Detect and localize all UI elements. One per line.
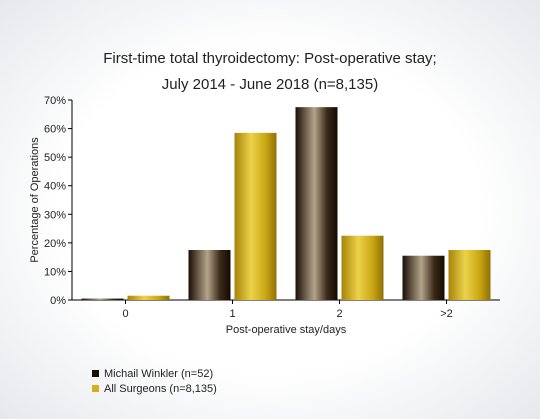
chart-subtitle: July 2014 - June 2018 (n=8,135) (161, 76, 379, 93)
x-tick-label: 0 (122, 308, 128, 320)
y-tick-label: 30% (44, 209, 66, 221)
bar-all-surgeons (341, 235, 384, 300)
y-tick-label: 20% (44, 238, 66, 250)
y-tick-label: 70% (44, 95, 66, 107)
y-tick-label: 0% (50, 295, 66, 307)
legend-item: Michail Winkler (n=52) (92, 366, 217, 381)
bar-surgeon (81, 298, 124, 300)
x-axis-title: Post-operative stay/days (226, 324, 347, 336)
y-tick-label: 60% (44, 124, 66, 136)
chart-title: First-time total thyroidectomy: Post-ope… (103, 50, 437, 67)
legend-item: All Surgeons (n=8,135) (92, 381, 217, 396)
bar-all-surgeons (127, 295, 170, 300)
x-tick-label: 2 (336, 308, 342, 320)
chart-legend: Michail Winkler (n=52) All Surgeons (n=8… (92, 366, 217, 396)
y-axis-title: Percentage of Operations (29, 137, 41, 263)
bar-surgeon (188, 250, 231, 300)
legend-label: All Surgeons (n=8,135) (104, 382, 217, 395)
x-tick-label: 1 (229, 308, 235, 320)
bar-all-surgeons (234, 132, 277, 300)
bar-surgeon (295, 107, 338, 301)
legend-swatch (92, 385, 99, 392)
legend-swatch (92, 370, 99, 377)
bar-surgeon (402, 255, 445, 300)
bar-all-surgeons (448, 250, 491, 300)
x-tick-label: >2 (440, 308, 453, 320)
y-tick-label: 10% (44, 266, 66, 278)
y-tick-label: 40% (44, 181, 66, 193)
y-tick-label: 50% (44, 152, 66, 164)
legend-label: Michail Winkler (n=52) (104, 367, 214, 380)
